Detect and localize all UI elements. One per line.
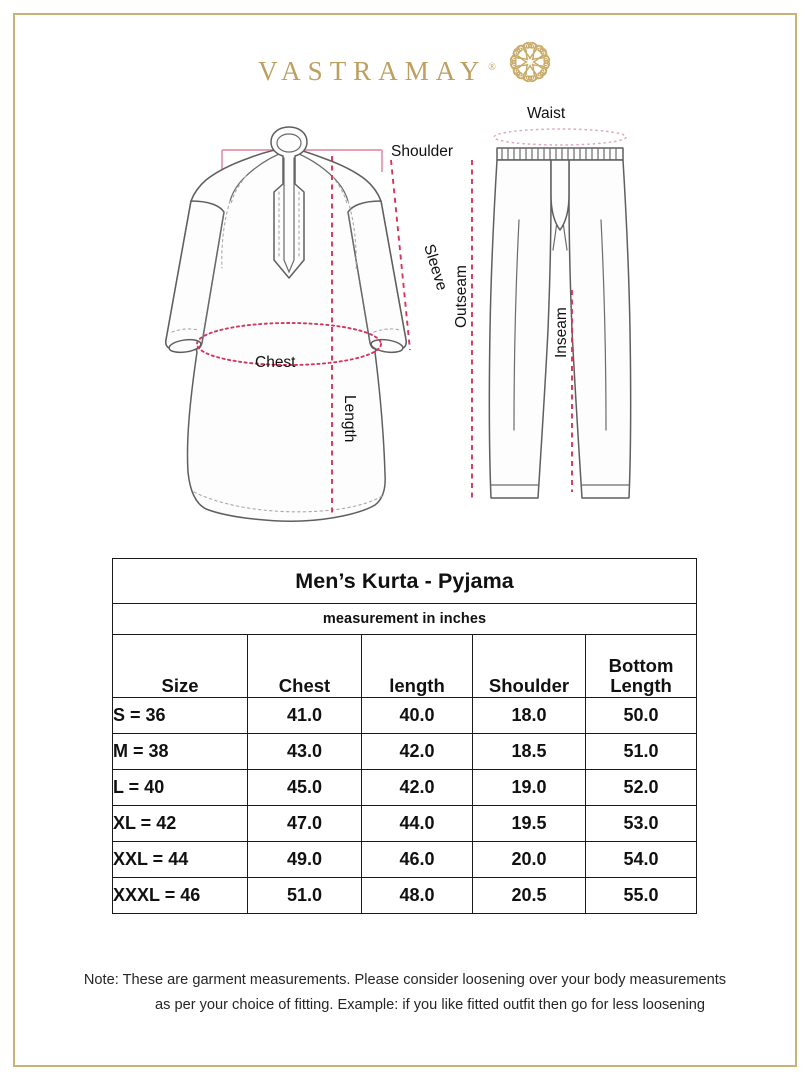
cell-size: M = 38 bbox=[112, 733, 248, 770]
table-row: XL = 42 47.0 44.0 19.5 53.0 bbox=[112, 805, 698, 842]
cell-length: 48.0 bbox=[361, 877, 473, 914]
cell-chest: 45.0 bbox=[247, 769, 362, 806]
kurta-label-length: Length bbox=[341, 395, 358, 442]
kurta-illustration: Shoulder Chest Sleeve Length bbox=[165, 126, 453, 522]
garment-measurement-diagram: .gl{fill:#fdfdfd;stroke:#5f5f5f;stroke-w… bbox=[165, 105, 632, 522]
cell-bottom-length: 55.0 bbox=[584, 877, 698, 914]
cell-length: 40.0 bbox=[361, 697, 473, 734]
cell-size: S = 36 bbox=[112, 697, 248, 734]
brand-logo: VASTRAMAY ® bbox=[0, 34, 810, 108]
pyjama-label-inseam: Inseam bbox=[553, 307, 570, 358]
column-header-chest: Chest bbox=[247, 634, 362, 698]
cell-bottom-length: 52.0 bbox=[584, 769, 698, 806]
column-header-bottom-length: Bottom Length bbox=[584, 634, 698, 698]
column-header-length: length bbox=[361, 634, 473, 698]
cell-chest: 41.0 bbox=[247, 697, 362, 734]
note-line-1: Note: These are garment measurements. Pl… bbox=[83, 972, 727, 988]
table-title: Men’s Kurta - Pyjama bbox=[111, 558, 698, 604]
pyjama-label-waist: Waist bbox=[527, 105, 566, 122]
cell-length: 46.0 bbox=[361, 841, 473, 878]
table-row: M = 38 43.0 42.0 18.5 51.0 bbox=[112, 733, 698, 770]
kurta-label-chest: Chest bbox=[255, 354, 296, 371]
kurta-label-sleeve: Sleeve bbox=[420, 242, 450, 292]
cell-length: 42.0 bbox=[361, 733, 473, 770]
table-title-row: Men’s Kurta - Pyjama bbox=[111, 558, 698, 604]
column-header-shoulder: Shoulder bbox=[472, 634, 586, 698]
cell-bottom-length: 53.0 bbox=[584, 805, 698, 842]
waist-measure-ellipse bbox=[493, 128, 627, 146]
cell-bottom-length: 51.0 bbox=[584, 733, 698, 770]
table-row: XXXL = 46 51.0 48.0 20.5 55.0 bbox=[112, 877, 698, 914]
cell-chest: 43.0 bbox=[247, 733, 362, 770]
cell-shoulder: 18.0 bbox=[472, 697, 586, 734]
chest-measure-ellipse bbox=[196, 322, 382, 366]
size-table-container: Men’s Kurta - Pyjama measurement in inch… bbox=[111, 558, 698, 914]
cell-shoulder: 18.5 bbox=[472, 733, 586, 770]
table-row: L = 40 45.0 42.0 19.0 52.0 bbox=[112, 769, 698, 806]
star-flower-ornament-icon bbox=[509, 41, 550, 83]
column-header-bottom-line1: Bottom bbox=[608, 654, 674, 676]
pyjama-label-outseam: Outseam bbox=[453, 265, 470, 328]
measurement-note: Note: These are garment measurements. Pl… bbox=[36, 968, 774, 1018]
cell-length: 44.0 bbox=[361, 805, 473, 842]
cell-shoulder: 20.5 bbox=[472, 877, 586, 914]
table-subtitle: measurement in inches bbox=[111, 603, 698, 635]
cell-length: 42.0 bbox=[361, 769, 473, 806]
cell-size: XXXL = 46 bbox=[112, 877, 248, 914]
table-subtitle-row: measurement in inches bbox=[111, 603, 698, 635]
table-header-row: Size Chest length Shoulder Bottom Length bbox=[112, 634, 698, 698]
registered-mark: ® bbox=[488, 61, 496, 73]
size-table: Men’s Kurta - Pyjama measurement in inch… bbox=[111, 558, 698, 914]
table-row: S = 36 41.0 40.0 18.0 50.0 bbox=[112, 697, 698, 734]
cell-chest: 51.0 bbox=[247, 877, 362, 914]
cell-bottom-length: 54.0 bbox=[584, 841, 698, 878]
cell-size: XL = 42 bbox=[112, 805, 248, 842]
pyjama-illustration: Waist Outseam Inseam bbox=[453, 105, 632, 499]
cell-chest: 47.0 bbox=[247, 805, 362, 842]
table-row: XXL = 44 49.0 46.0 20.0 54.0 bbox=[112, 841, 698, 878]
cell-bottom-length: 50.0 bbox=[584, 697, 698, 734]
cell-size: L = 40 bbox=[112, 769, 248, 806]
cell-chest: 49.0 bbox=[247, 841, 362, 878]
cell-size: XXL = 44 bbox=[112, 841, 248, 878]
brand-name-text: VASTRAMAY bbox=[258, 55, 487, 86]
column-header-size: Size bbox=[112, 634, 248, 698]
cell-shoulder: 19.5 bbox=[472, 805, 586, 842]
waistband-gathers bbox=[501, 147, 617, 161]
brand-name: VASTRAMAY ® bbox=[252, 56, 496, 87]
cell-shoulder: 19.0 bbox=[472, 769, 586, 806]
note-line-2: as per your choice of fitting. Example: … bbox=[155, 997, 705, 1014]
kurta-label-shoulder: Shoulder bbox=[391, 143, 453, 160]
cell-shoulder: 20.0 bbox=[472, 841, 586, 878]
sleeve-measure-line bbox=[390, 159, 411, 351]
column-header-bottom-line2: Length bbox=[610, 675, 672, 697]
